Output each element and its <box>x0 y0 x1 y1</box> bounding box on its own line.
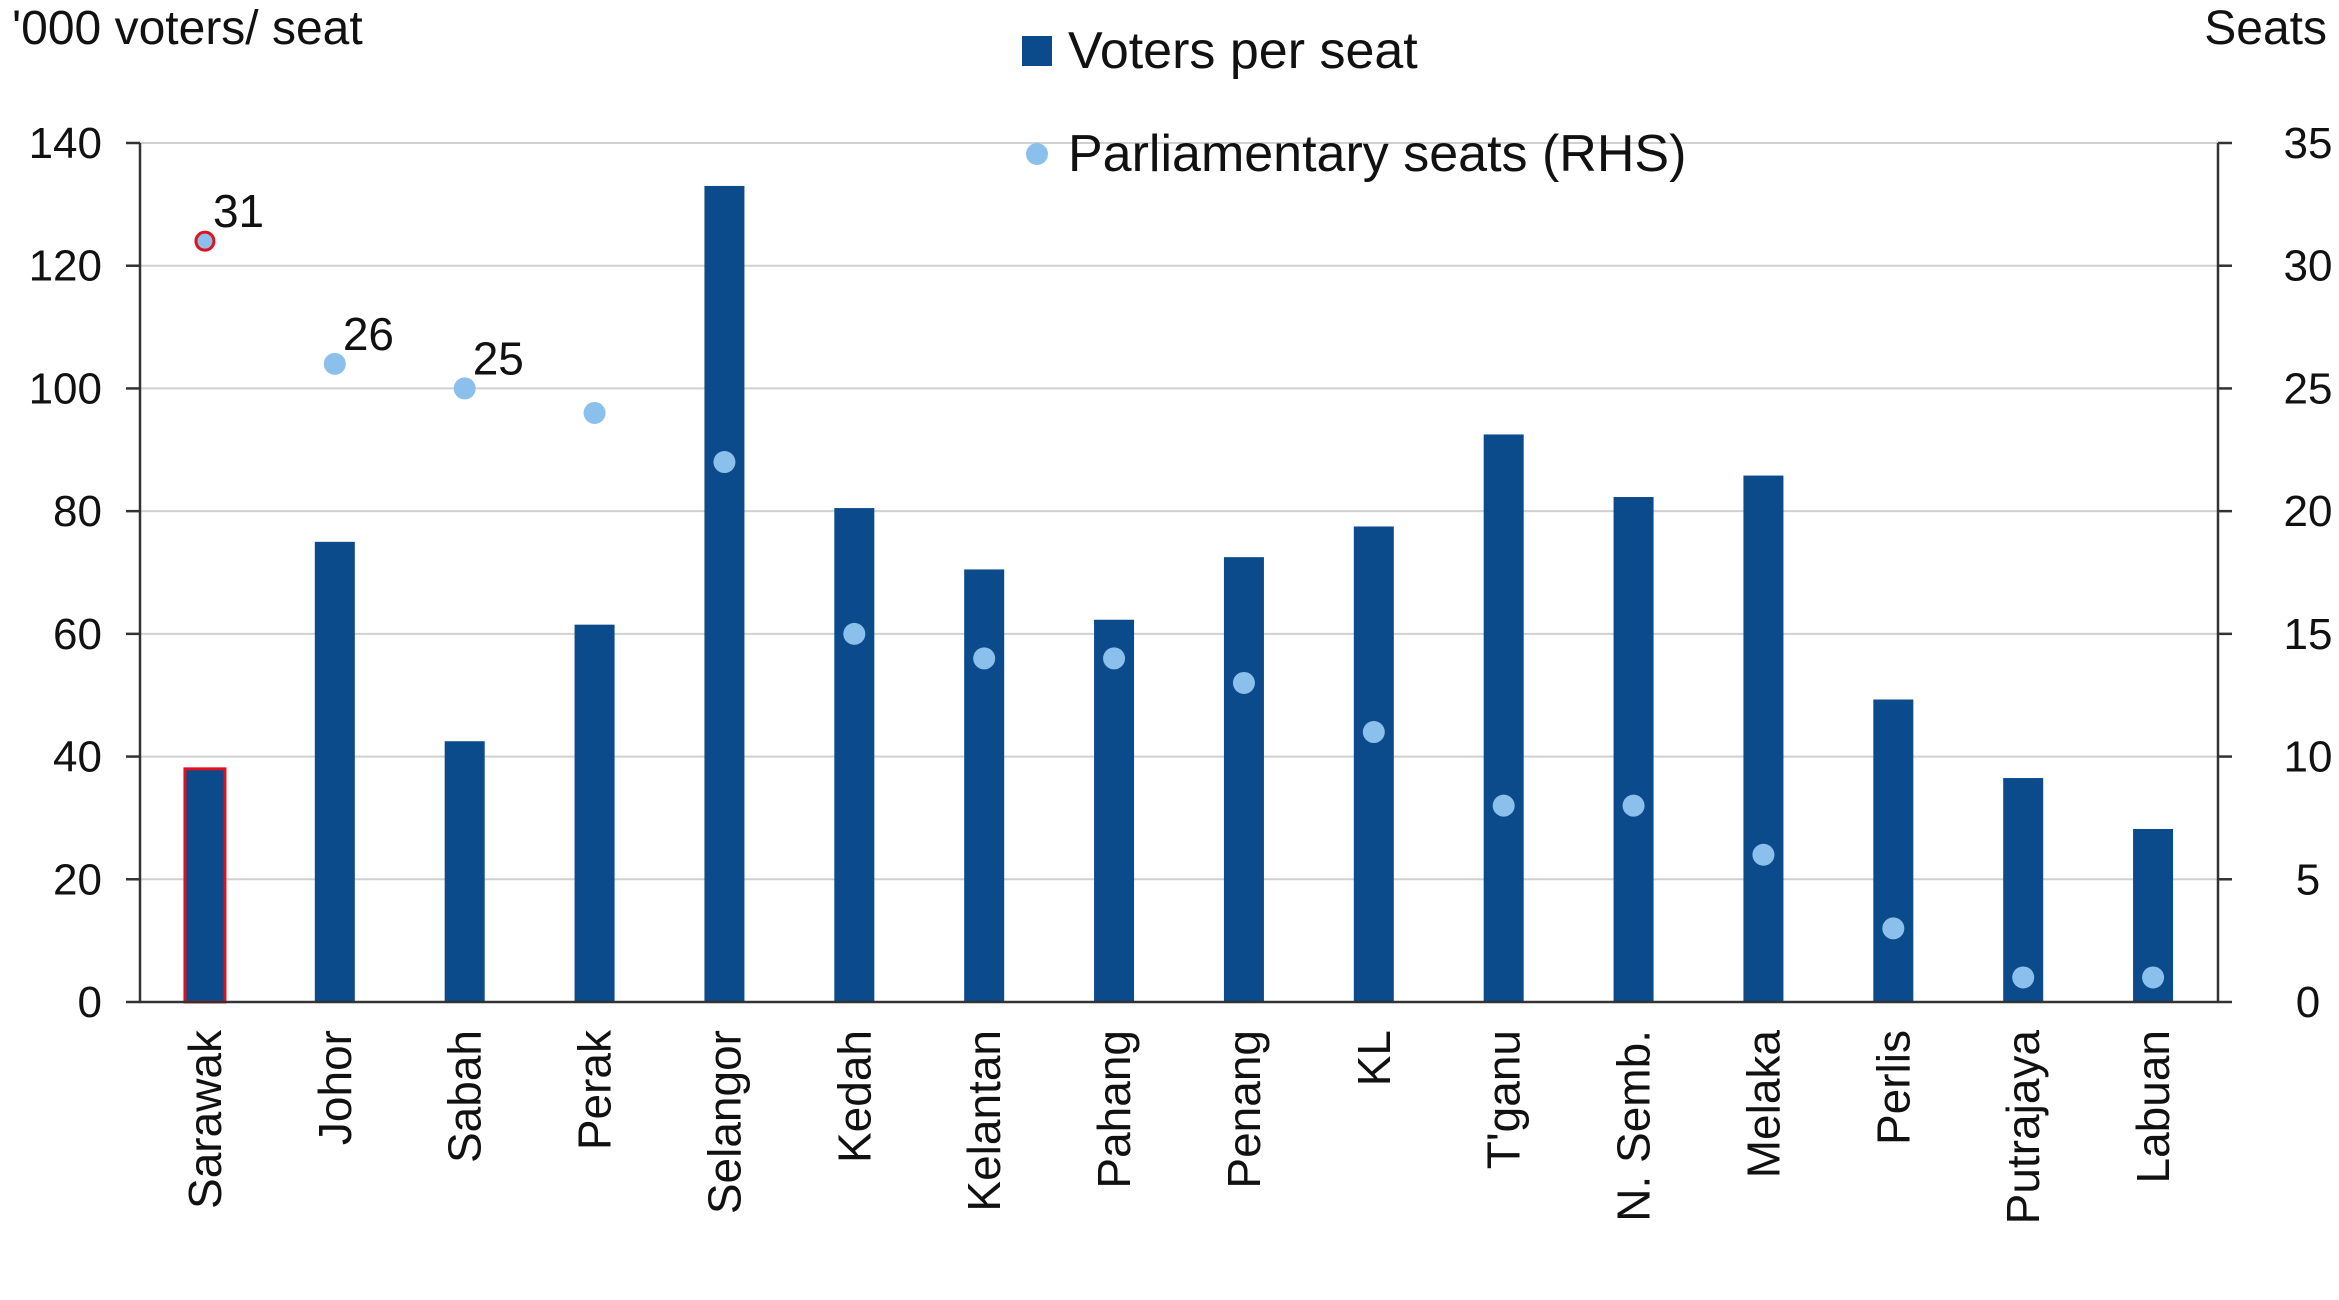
dot-perlis <box>1882 917 1905 940</box>
legend-dot-label: Parliamentary seats (RHS) <box>1068 125 1686 183</box>
left-tick-label: 60 <box>53 610 102 659</box>
bar-perak <box>574 624 615 1002</box>
bar-n-semb <box>1613 497 1654 1002</box>
dot-pahang <box>1103 647 1126 670</box>
data-label: 26 <box>343 308 394 360</box>
left-tick-label: 80 <box>53 487 102 536</box>
left-tick-label: 0 <box>78 978 102 1027</box>
right-tick-label: 25 <box>2284 364 2333 413</box>
category-label: Putrajaya <box>1997 1030 2049 1225</box>
category-label: Perak <box>569 1029 621 1150</box>
bar-putrajaya <box>2003 778 2044 1002</box>
left-tick-label: 120 <box>29 242 102 291</box>
bar-kl <box>1353 526 1394 1002</box>
category-label: Selangor <box>698 1030 750 1214</box>
dot-sarawak <box>194 230 216 252</box>
category-label: N. Semb. <box>1608 1030 1660 1222</box>
bar-kedah <box>834 508 875 1002</box>
right-tick-label: 35 <box>2284 119 2333 168</box>
left-tick-label: 140 <box>29 119 102 168</box>
dot-n-semb <box>1622 794 1645 817</box>
category-label: Sabah <box>439 1030 491 1163</box>
bar-perlis <box>1873 699 1914 1002</box>
dot-johor <box>323 352 346 375</box>
bar-kelantan <box>964 569 1005 1002</box>
bar-johor <box>314 541 355 1002</box>
data-label: 31 <box>213 185 264 237</box>
dot-melaka <box>1752 843 1775 866</box>
left-tick-label: 100 <box>29 364 102 413</box>
bar-selangor <box>704 185 745 1002</box>
data-label: 25 <box>473 332 524 384</box>
dot-kl <box>1362 721 1385 744</box>
category-label: Johor <box>309 1030 361 1145</box>
gridlines <box>140 142 2218 881</box>
left-tick-label: 40 <box>53 733 102 782</box>
category-label: KL <box>1348 1030 1400 1086</box>
category-label: Melaka <box>1737 1030 1789 1179</box>
category-label: Labuan <box>2127 1030 2179 1184</box>
data-labels: 31 26 25 <box>213 185 524 384</box>
bar-melaka <box>1743 475 1784 1002</box>
right-tick-label: 10 <box>2284 733 2333 782</box>
dot-penang <box>1232 671 1255 694</box>
right-tick-label: 30 <box>2284 242 2333 291</box>
category-label: Penang <box>1218 1030 1270 1189</box>
right-tick-label: 0 <box>2296 978 2320 1027</box>
left-axis-title: '000 voters/ seat <box>12 2 363 55</box>
category-label: Pahang <box>1088 1030 1140 1189</box>
dot-selangor <box>713 451 736 474</box>
dot-perak <box>583 401 606 424</box>
category-label: Kedah <box>828 1030 880 1163</box>
legend-bar-swatch <box>1022 36 1052 66</box>
legend-dot-swatch <box>1026 143 1048 165</box>
right-axis-title: Seats <box>2204 2 2327 55</box>
right-tick-label: 5 <box>2296 855 2320 904</box>
bar-t-ganu <box>1483 434 1524 1003</box>
bar-penang <box>1223 557 1264 1002</box>
axes: 0 20 40 60 80 100 120 140 0 5 10 15 20 25 30 35 Sarawak J… <box>29 119 2333 1224</box>
right-tick-label: 15 <box>2284 610 2333 659</box>
legend-bar-label: Voters per seat <box>1068 22 1418 80</box>
category-label: Sarawak <box>179 1029 231 1209</box>
dot-t-ganu <box>1492 794 1515 817</box>
bar-series <box>183 185 2174 1004</box>
bar-sarawak <box>183 767 227 1004</box>
category-label: Kelantan <box>958 1030 1010 1212</box>
dot-kedah <box>843 622 866 645</box>
scatter-series <box>194 230 2165 989</box>
bar-sabah <box>444 741 485 1002</box>
legend: Voters per seat Parliamentary seats (RHS… <box>1022 22 1686 183</box>
category-label: T'ganu <box>1478 1030 1530 1169</box>
bar-pahang <box>1094 619 1135 1002</box>
category-label: Perlis <box>1867 1030 1919 1145</box>
dot-kelantan <box>973 647 996 670</box>
dot-putrajaya <box>2012 966 2035 989</box>
left-tick-label: 20 <box>53 855 102 904</box>
dot-sabah <box>453 377 476 400</box>
dot-labuan <box>2142 966 2165 989</box>
right-tick-label: 20 <box>2284 487 2333 536</box>
